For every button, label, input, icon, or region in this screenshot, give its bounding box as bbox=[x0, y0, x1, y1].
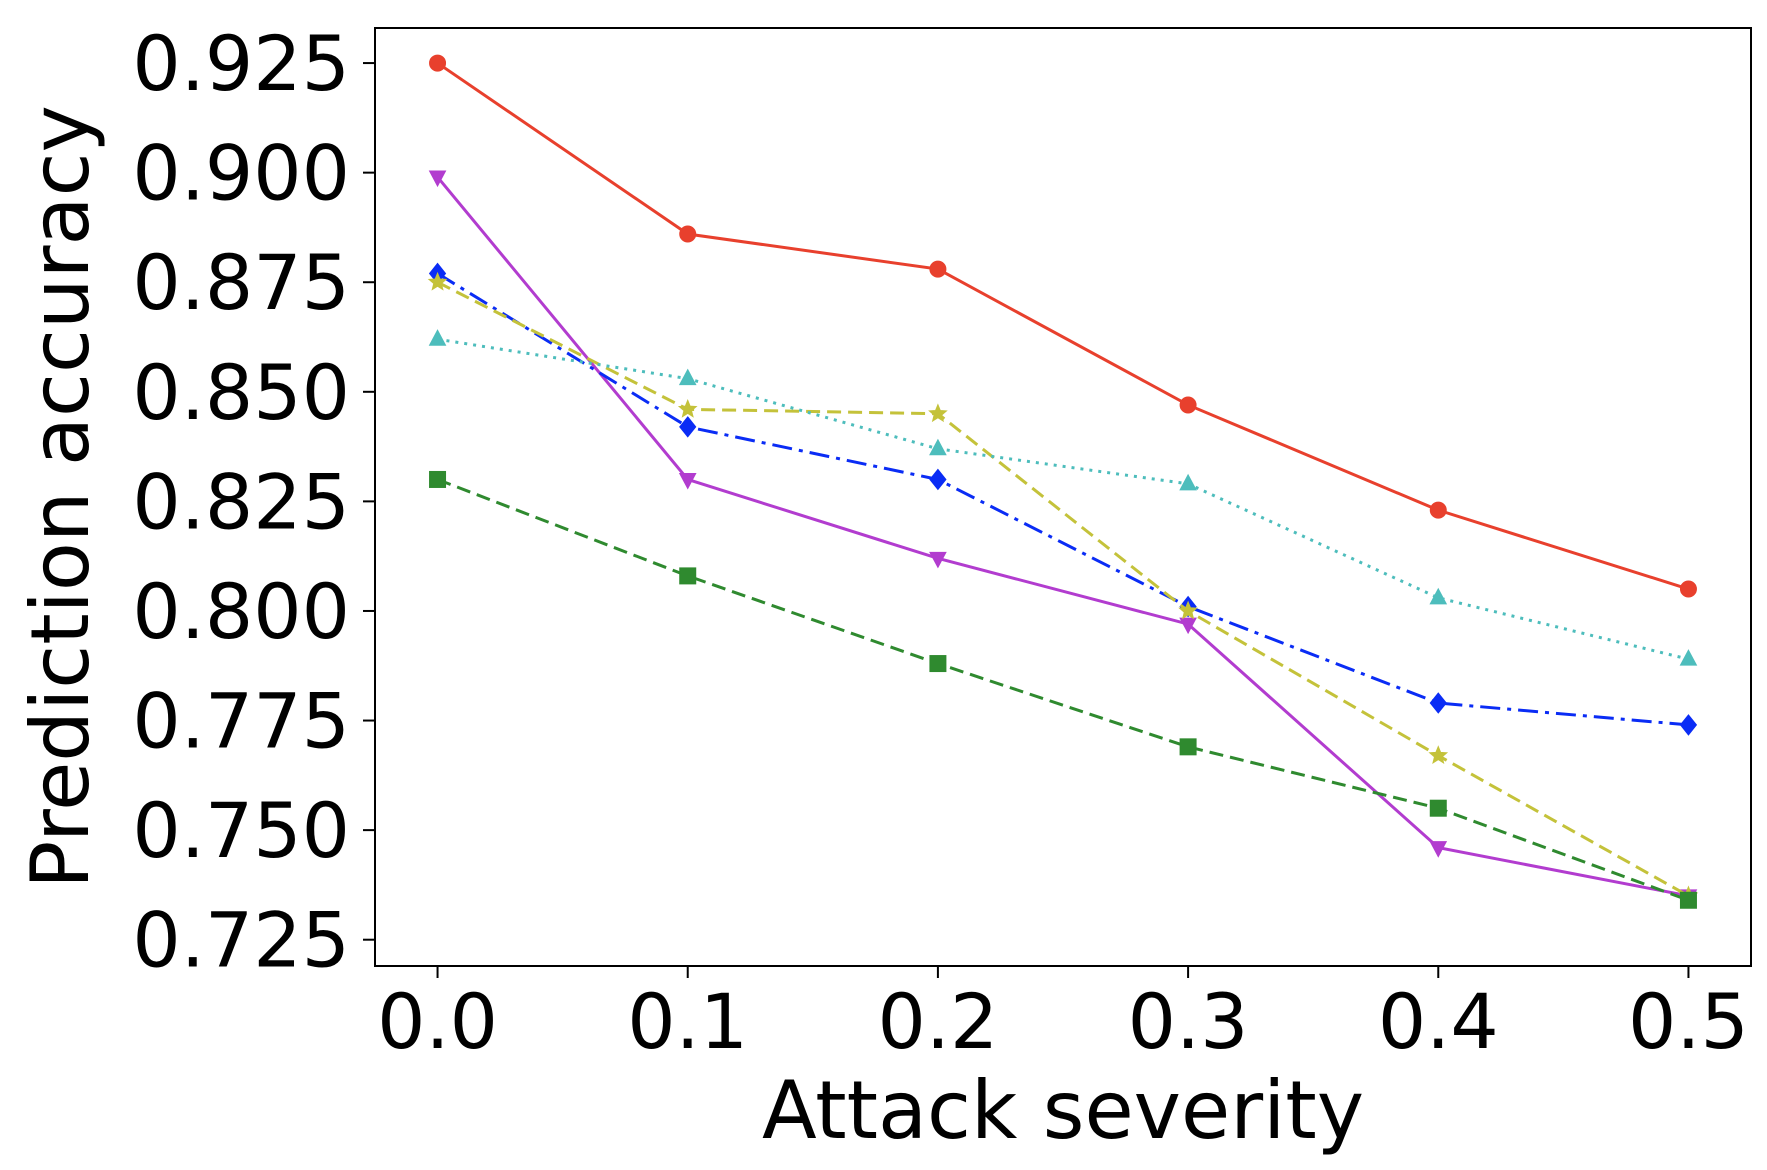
x-tick-label: 0.5 bbox=[1628, 977, 1749, 1066]
series-purple-triangle-down-solid bbox=[428, 170, 1698, 906]
y-tick-label: 0.900 bbox=[132, 129, 350, 218]
data-point bbox=[1679, 891, 1697, 909]
data-point bbox=[1429, 841, 1448, 858]
data-point bbox=[679, 225, 697, 243]
data-point bbox=[428, 329, 447, 346]
y-tick-label: 0.800 bbox=[132, 567, 350, 656]
data-point bbox=[1179, 617, 1197, 635]
data-point bbox=[1679, 714, 1698, 736]
data-point bbox=[677, 399, 698, 418]
data-point bbox=[679, 416, 697, 438]
y-tick-label: 0.750 bbox=[132, 786, 350, 875]
series-red-circle-solid bbox=[429, 54, 1697, 598]
data-point bbox=[1429, 587, 1448, 605]
series-line bbox=[437, 337, 1689, 661]
series-line bbox=[436, 176, 1689, 898]
data-point bbox=[678, 472, 697, 490]
data-point bbox=[1179, 396, 1197, 414]
data-point bbox=[929, 260, 947, 278]
series-line bbox=[437, 478, 1689, 902]
data-point bbox=[1429, 799, 1447, 817]
data-point bbox=[928, 403, 948, 423]
data-point bbox=[929, 655, 947, 673]
y-tick-label: 0.850 bbox=[132, 348, 350, 437]
data-point bbox=[1428, 745, 1449, 764]
data-point bbox=[429, 54, 447, 72]
data-point bbox=[428, 170, 447, 188]
data-point bbox=[1679, 649, 1698, 666]
data-point bbox=[679, 567, 697, 585]
data-point bbox=[427, 271, 448, 291]
series-line bbox=[436, 280, 1690, 898]
y-tick-label: 0.725 bbox=[132, 896, 350, 985]
data-point bbox=[929, 468, 947, 491]
x-tick-label: 0.3 bbox=[1128, 977, 1249, 1066]
plot-frame bbox=[374, 27, 1752, 967]
y-tick-label: 0.925 bbox=[132, 19, 350, 108]
x-tick-label: 0.0 bbox=[377, 977, 498, 1066]
series-blue-diamond-dashdot bbox=[428, 262, 1698, 736]
data-point bbox=[1179, 473, 1197, 491]
data-point bbox=[1429, 692, 1447, 714]
data-point bbox=[429, 470, 447, 488]
data-point bbox=[1679, 580, 1697, 598]
series-line bbox=[436, 272, 1689, 727]
data-point bbox=[1178, 600, 1198, 620]
x-tick-label: 0.1 bbox=[627, 977, 748, 1066]
data-point bbox=[929, 551, 947, 569]
data-point bbox=[1179, 738, 1197, 756]
x-tick-label: 0.4 bbox=[1378, 977, 1499, 1066]
series-olive-star-dashed bbox=[427, 271, 1699, 905]
y-axis-label: Prediction accuracy bbox=[14, 105, 107, 889]
y-tick-label: 0.875 bbox=[132, 238, 350, 327]
data-point bbox=[929, 438, 947, 456]
x-axis-ticks: 0.0 0.1 0.2 0.3 0.4 0.5 bbox=[377, 966, 1749, 1066]
data-point bbox=[678, 368, 697, 386]
series-layer bbox=[427, 54, 1699, 909]
data-point bbox=[1429, 501, 1447, 519]
series-cyan-triangle-up-dotted bbox=[428, 329, 1698, 666]
y-tick-label: 0.775 bbox=[132, 677, 350, 766]
x-axis-label: Attack severity bbox=[762, 1064, 1364, 1157]
series-line bbox=[436, 61, 1689, 591]
y-axis-ticks: 0.725 0.750 0.775 0.800 0.825 0.850 0.875 0.900… bbox=[132, 19, 375, 985]
series-green-square-dashed bbox=[429, 470, 1697, 909]
x-tick-label: 0.2 bbox=[877, 977, 998, 1066]
y-tick-label: 0.825 bbox=[132, 457, 350, 546]
